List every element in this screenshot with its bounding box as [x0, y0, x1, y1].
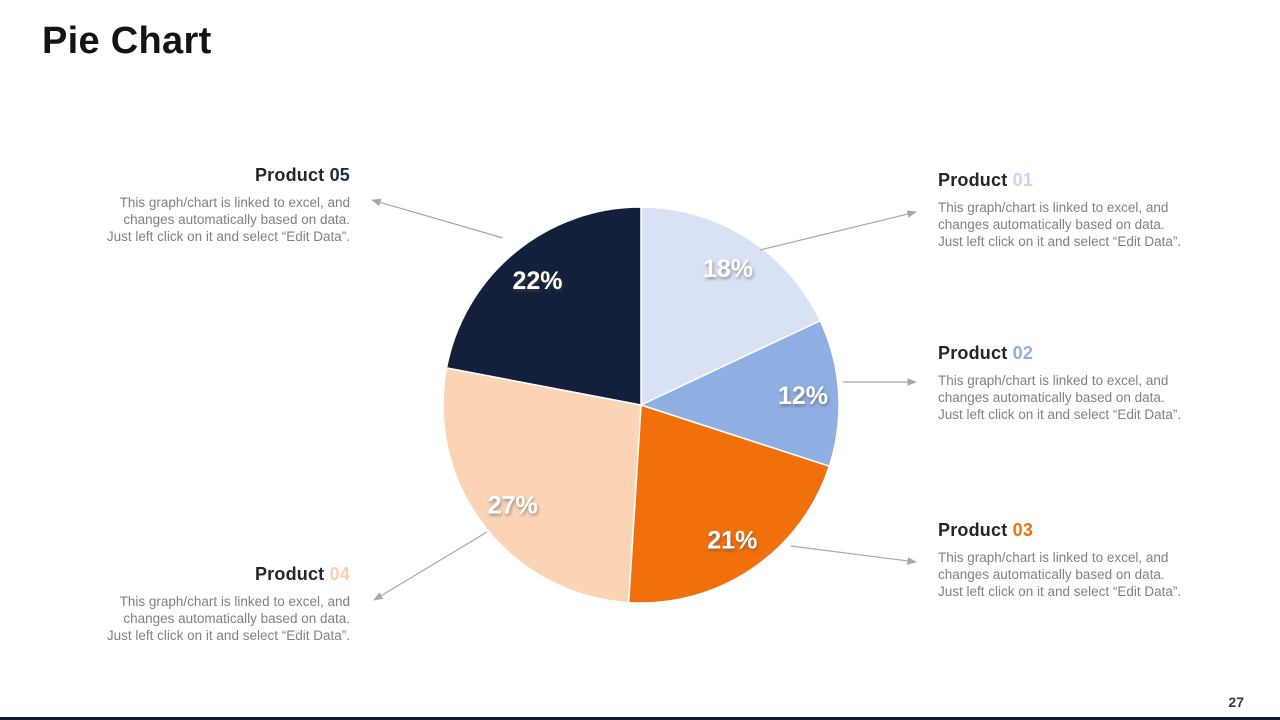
pie-data-label-product-02: 12%	[778, 382, 828, 410]
leader-line-product-01	[759, 210, 917, 251]
callout-number: 04	[329, 564, 350, 584]
callout-product-04: Product 04 This graph/chart is linked to…	[80, 564, 350, 644]
callout-title-product-03: Product 03	[938, 520, 1181, 541]
desc-line: Just left click on it and select “Edit D…	[938, 234, 1182, 249]
callout-label: Product	[938, 170, 1008, 190]
callout-description: This graph/chart is linked to excel, and…	[938, 199, 1181, 250]
desc-line: Just left click on it and select “Edit D…	[938, 407, 1182, 422]
callout-description: This graph/chart is linked to excel, and…	[938, 372, 1181, 423]
desc-line: changes automatically based on data.	[938, 567, 1165, 582]
callout-product-02: Product 02 This graph/chart is linked to…	[938, 343, 1181, 423]
callout-label: Product	[254, 564, 325, 584]
callout-title-product-04: Product 04	[80, 564, 350, 585]
desc-line: Just left click on it and select “Edit D…	[938, 584, 1182, 599]
pie-slice-product-05[interactable]	[445, 206, 642, 406]
callout-description: This graph/chart is linked to excel, and…	[80, 593, 350, 644]
pie-data-label-product-01: 18%	[703, 255, 753, 283]
footer-bar	[0, 717, 1280, 720]
pie-slice-product-01[interactable]	[640, 206, 822, 407]
callout-number: 01	[1012, 170, 1034, 190]
callout-product-01: Product 01 This graph/chart is linked to…	[938, 170, 1181, 250]
desc-line: This graph/chart is linked to excel, and	[938, 200, 1169, 215]
callout-title-product-05: Product 05	[80, 165, 350, 186]
callout-number: 05	[329, 165, 350, 185]
desc-line: changes automatically based on data.	[938, 390, 1165, 405]
callout-number: 02	[1012, 343, 1034, 363]
desc-line: changes automatically based on data.	[938, 217, 1165, 232]
slide-title: Pie Chart	[42, 20, 212, 62]
pie-data-label-product-03: 21%	[707, 526, 757, 554]
desc-line: This graph/chart is linked to excel, and	[119, 195, 350, 210]
desc-line: changes automatically based on data.	[123, 212, 350, 227]
pie-slice-product-02[interactable]	[638, 319, 840, 468]
callout-label: Product	[938, 343, 1008, 363]
pie-slice-product-04[interactable]	[442, 367, 642, 604]
callout-description: This graph/chart is linked to excel, and…	[938, 549, 1181, 600]
leader-line-product-03	[790, 545, 917, 565]
callout-description: This graph/chart is linked to excel, and…	[80, 194, 350, 245]
callout-label: Product	[938, 520, 1008, 540]
callout-title-product-01: Product 01	[938, 170, 1181, 191]
desc-line: Just left click on it and select “Edit D…	[106, 628, 350, 643]
desc-line: changes automatically based on data.	[123, 611, 350, 626]
desc-line: This graph/chart is linked to excel, and	[119, 594, 350, 609]
pie-data-label-product-05: 22%	[512, 267, 562, 295]
desc-line: This graph/chart is linked to excel, and	[938, 550, 1169, 565]
page-number: 27	[1228, 694, 1244, 710]
callout-product-05: Product 05 This graph/chart is linked to…	[80, 165, 350, 245]
callout-label: Product	[254, 165, 325, 185]
pie-slices[interactable]	[442, 206, 840, 604]
pie-slice-product-03[interactable]	[627, 403, 831, 604]
pie-data-labels: 18% 12% 21% 27% 22%	[488, 255, 828, 554]
callout-title-product-02: Product 02	[938, 343, 1181, 364]
desc-line: This graph/chart is linked to excel, and	[938, 373, 1169, 388]
leader-lines	[371, 198, 917, 601]
leader-line-product-04	[373, 531, 488, 601]
leader-line-product-05	[371, 198, 504, 239]
callout-number: 03	[1012, 520, 1034, 540]
callout-product-03: Product 03 This graph/chart is linked to…	[938, 520, 1181, 600]
pie-data-label-product-04: 27%	[488, 492, 538, 520]
desc-line: Just left click on it and select “Edit D…	[106, 229, 350, 244]
